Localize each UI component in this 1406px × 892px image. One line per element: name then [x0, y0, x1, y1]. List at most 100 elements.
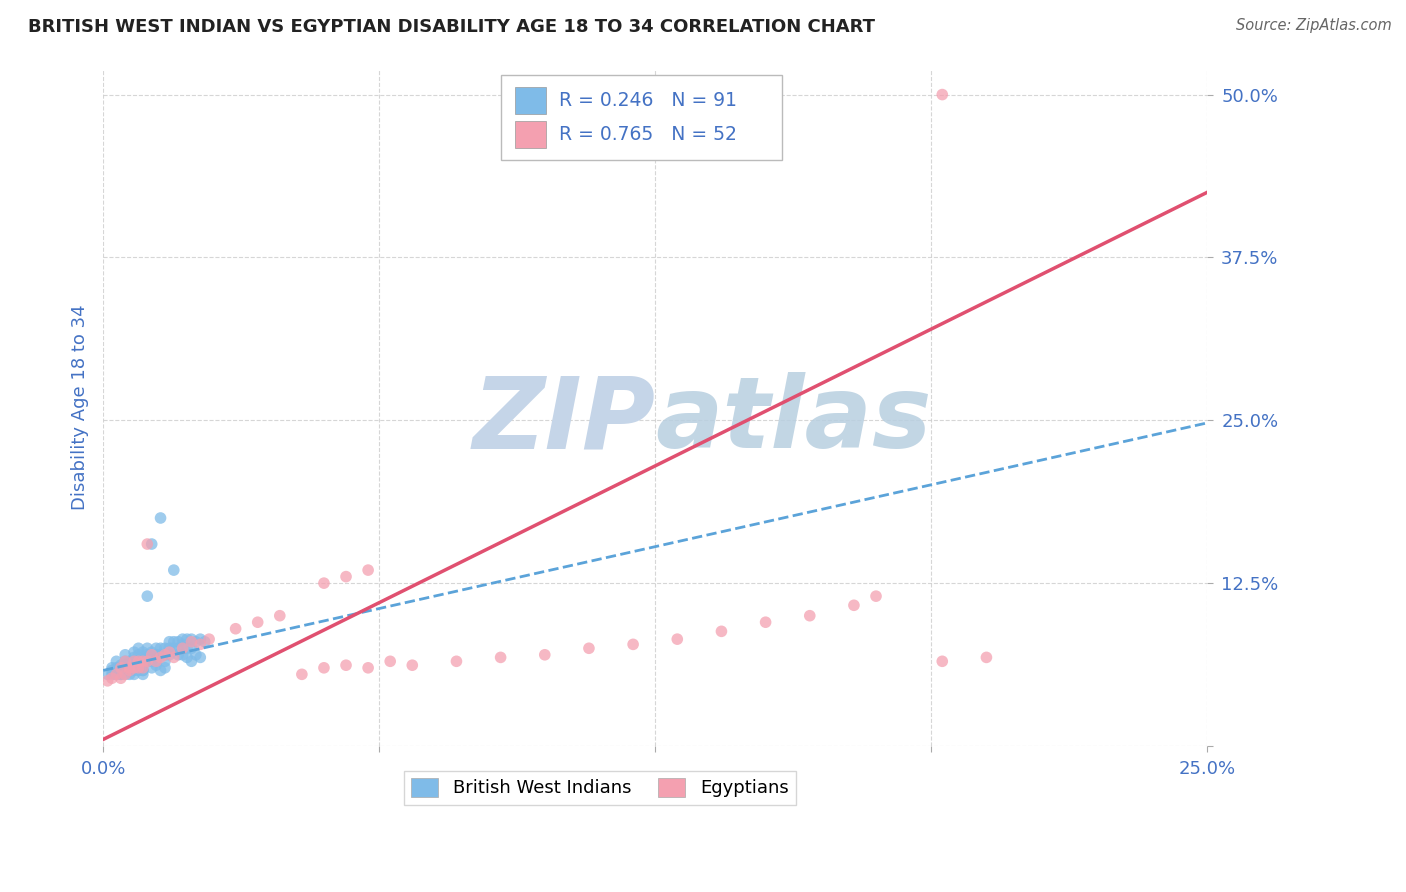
Point	[132, 664, 155, 678]
Point	[865, 589, 887, 603]
Point	[136, 589, 159, 603]
Point	[118, 661, 141, 675]
Text: atlas: atlas	[655, 372, 932, 469]
Point	[101, 671, 124, 685]
Point	[122, 654, 145, 668]
Point	[122, 661, 145, 675]
Text: R = 0.765   N = 52: R = 0.765 N = 52	[560, 125, 737, 144]
Point	[110, 664, 132, 678]
Point	[269, 608, 291, 623]
Point	[118, 664, 141, 678]
Point	[114, 654, 136, 668]
Point	[180, 634, 202, 648]
Point	[380, 654, 402, 668]
Text: R = 0.246   N = 91: R = 0.246 N = 91	[560, 91, 737, 110]
Point	[149, 650, 172, 665]
Point	[842, 599, 865, 613]
Point	[312, 576, 335, 591]
Point	[188, 632, 211, 647]
Point	[312, 661, 335, 675]
Point	[153, 654, 176, 668]
Point	[114, 658, 136, 673]
Point	[122, 658, 145, 673]
Point	[110, 667, 132, 681]
Point	[122, 661, 145, 675]
Point	[122, 650, 145, 665]
Point	[172, 648, 194, 662]
Point	[172, 637, 194, 651]
Point	[114, 661, 136, 675]
Point	[931, 654, 953, 668]
Point	[127, 641, 149, 656]
Point	[132, 650, 155, 665]
Point	[105, 654, 128, 668]
Point	[110, 671, 132, 685]
Point	[976, 650, 998, 665]
Point	[446, 654, 468, 668]
Point	[127, 654, 149, 668]
Point	[136, 654, 159, 668]
Point	[145, 650, 167, 665]
Point	[188, 650, 211, 665]
Point	[105, 667, 128, 681]
Point	[291, 667, 314, 681]
Point	[127, 661, 149, 675]
Point	[153, 648, 176, 662]
Point	[132, 645, 155, 659]
Point	[149, 664, 172, 678]
Point	[153, 641, 176, 656]
Point	[96, 673, 118, 688]
Point	[101, 661, 124, 675]
Point	[114, 667, 136, 681]
Point	[141, 537, 163, 551]
Point	[184, 634, 207, 648]
Point	[118, 661, 141, 675]
Point	[755, 615, 778, 630]
Point	[101, 664, 124, 678]
Point	[533, 87, 555, 102]
Point	[122, 645, 145, 659]
Point	[145, 658, 167, 673]
Point	[136, 641, 159, 656]
Text: Source: ZipAtlas.com: Source: ZipAtlas.com	[1236, 18, 1392, 33]
Point	[176, 632, 198, 647]
Point	[184, 648, 207, 662]
Point	[194, 634, 217, 648]
Point	[114, 648, 136, 662]
Point	[132, 661, 155, 675]
Point	[118, 667, 141, 681]
Point	[141, 650, 163, 665]
Text: ZIP: ZIP	[472, 372, 655, 469]
Point	[105, 667, 128, 681]
Point	[149, 511, 172, 525]
Point	[141, 661, 163, 675]
Point	[132, 654, 155, 668]
Point	[110, 667, 132, 681]
Point	[145, 654, 167, 668]
Point	[114, 654, 136, 668]
Point	[114, 664, 136, 678]
FancyBboxPatch shape	[515, 120, 546, 148]
Point	[118, 664, 141, 678]
Point	[931, 87, 953, 102]
Y-axis label: Disability Age 18 to 34: Disability Age 18 to 34	[72, 304, 89, 510]
Point	[167, 641, 190, 656]
Point	[163, 634, 186, 648]
Point	[105, 664, 128, 678]
Point	[136, 537, 159, 551]
Point	[710, 624, 733, 639]
Point	[149, 648, 172, 662]
Point	[145, 648, 167, 662]
Point	[105, 661, 128, 675]
FancyBboxPatch shape	[515, 87, 546, 114]
Point	[127, 661, 149, 675]
Point	[149, 641, 172, 656]
Point	[167, 634, 190, 648]
Point	[157, 634, 180, 648]
Point	[153, 661, 176, 675]
Point	[163, 563, 186, 577]
Point	[101, 667, 124, 681]
Point	[127, 654, 149, 668]
Point	[136, 654, 159, 668]
Point	[157, 645, 180, 659]
